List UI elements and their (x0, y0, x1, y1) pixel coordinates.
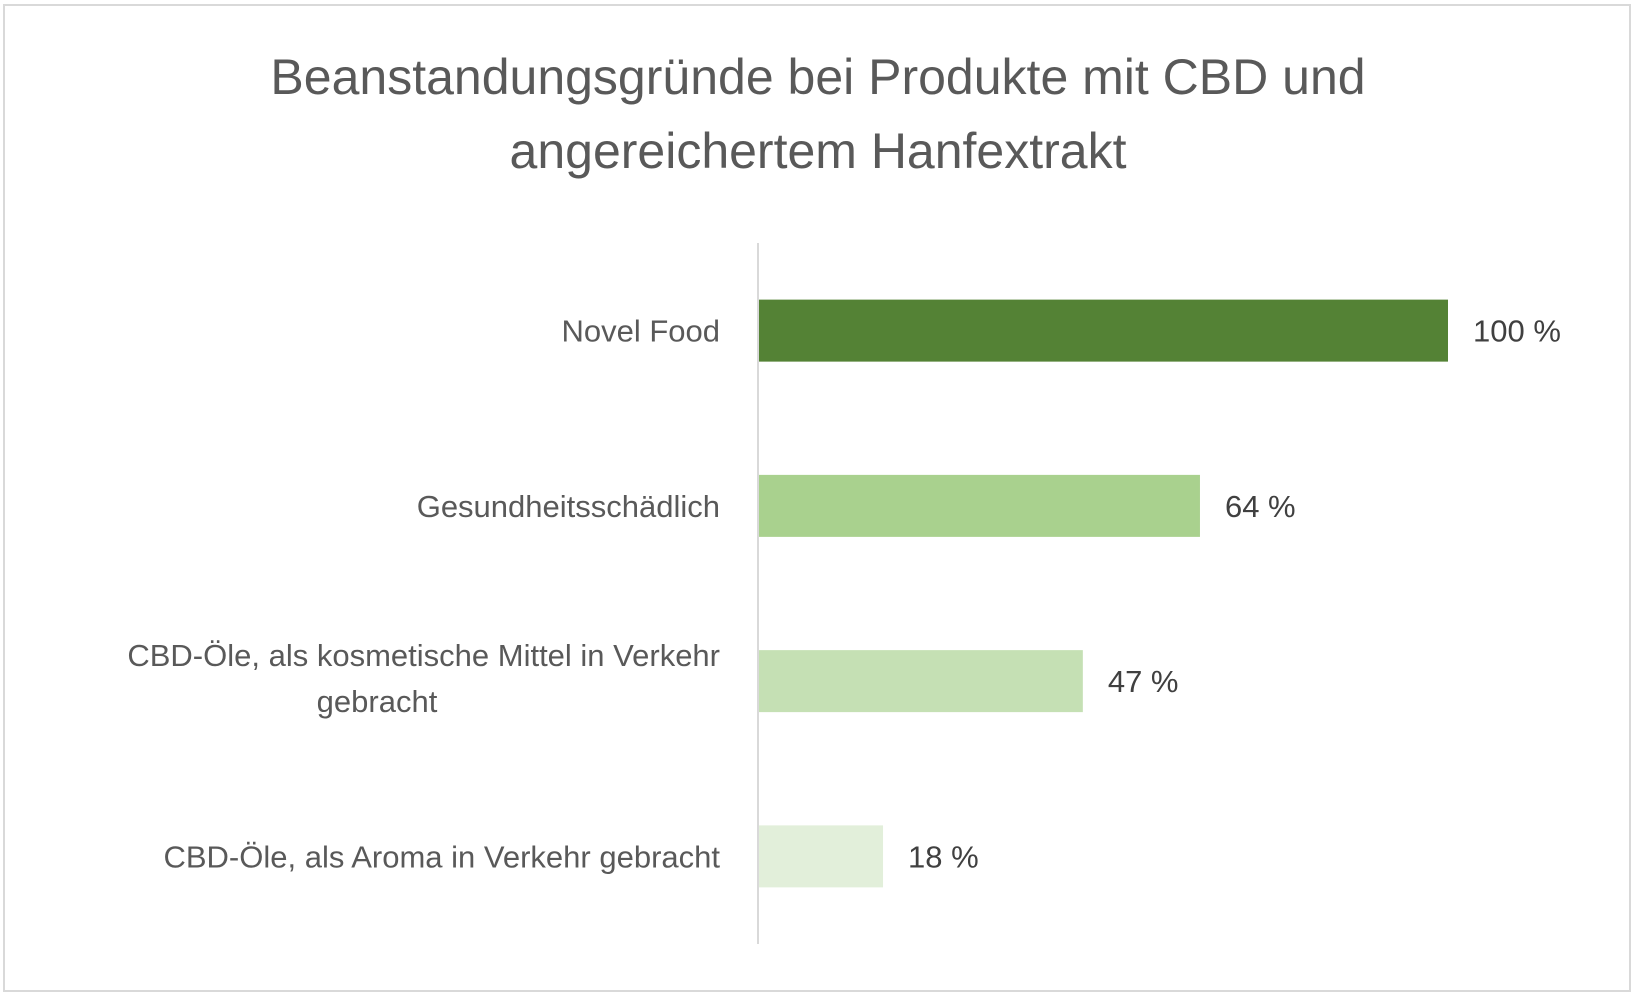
bar-4 (759, 825, 884, 888)
bar-3 (759, 650, 1083, 713)
chart-title: Beanstandungsgründe bei Produkte mit CBD… (0, 40, 1636, 188)
data-label-3: 47 % (1108, 664, 1179, 699)
data-label-2: 64 % (1225, 489, 1296, 524)
category-label-3-line-1: CBD-Öle, als kosmetische Mittel in Verke… (127, 638, 720, 673)
category-label-3-line-2: gebracht (317, 684, 438, 719)
data-label-4: 18 % (908, 839, 979, 874)
category-label-1: Novel Food (561, 314, 720, 349)
chart-title-line-1: Beanstandungsgründe bei Produkte mit CBD… (270, 49, 1366, 105)
chart-frame (3, 4, 1631, 992)
data-label-1: 100 % (1473, 314, 1561, 349)
category-label-4: CBD-Öle, als Aroma in Verkehr gebracht (163, 839, 720, 874)
category-label-2: Gesundheitsschädlich (417, 489, 720, 524)
bar-2 (759, 474, 1200, 537)
chart-title-line-2: angereichertem Hanfextrakt (509, 123, 1127, 179)
bar-1 (759, 299, 1448, 362)
